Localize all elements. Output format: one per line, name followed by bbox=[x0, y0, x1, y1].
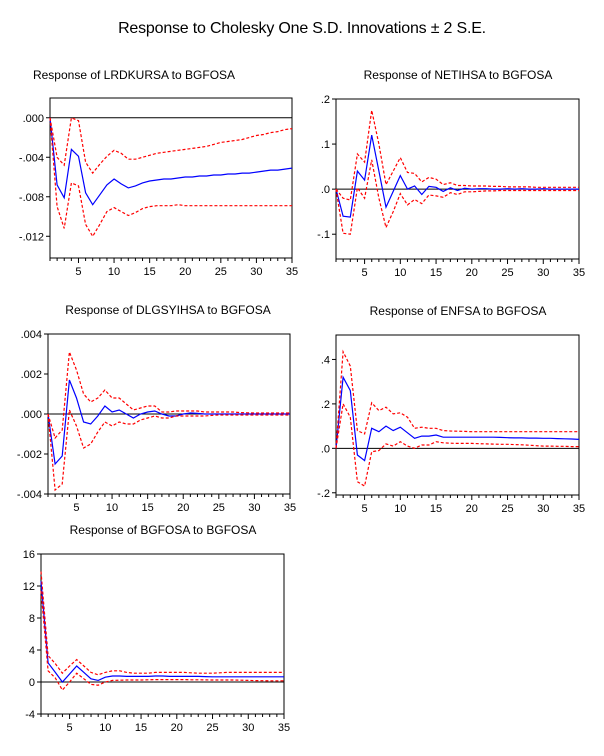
x-tick-label: 35 bbox=[573, 267, 585, 279]
x-tick-label: 30 bbox=[537, 503, 549, 515]
x-tick-label: 35 bbox=[286, 266, 298, 278]
x-tick-label: 20 bbox=[466, 503, 478, 515]
x-tick-label: 10 bbox=[394, 503, 406, 515]
upper-band-line bbox=[47, 351, 290, 440]
x-tick-label: 25 bbox=[213, 502, 225, 514]
x-tick-label: 25 bbox=[206, 722, 218, 734]
y-tick-label: -.1 bbox=[317, 229, 330, 241]
y-tick-label: -.004 bbox=[17, 489, 42, 501]
upper-band-line bbox=[335, 349, 579, 449]
x-tick-label: 30 bbox=[248, 502, 260, 514]
x-tick-label: 15 bbox=[144, 266, 156, 278]
x-tick-label: 10 bbox=[394, 267, 406, 279]
y-tick-label: 8 bbox=[29, 613, 35, 625]
x-tick-label: 35 bbox=[278, 722, 290, 734]
y-tick-label: -.002 bbox=[17, 449, 42, 461]
y-tick-label: -.004 bbox=[19, 152, 44, 164]
x-tick-label: 15 bbox=[135, 722, 147, 734]
x-tick-label: 5 bbox=[362, 267, 368, 279]
x-tick-label: 15 bbox=[142, 502, 154, 514]
lower-band-line bbox=[47, 407, 290, 492]
y-tick-label: -.012 bbox=[19, 231, 44, 243]
response-line bbox=[40, 581, 284, 683]
y-tick-label: 4 bbox=[29, 645, 35, 657]
x-tick-label: 10 bbox=[108, 266, 120, 278]
y-tick-label: 16 bbox=[23, 549, 35, 561]
y-tick-label: .0 bbox=[321, 443, 330, 455]
x-tick-label: 20 bbox=[466, 267, 478, 279]
panel-enfsa: Response of ENFSA to BGFOSA 5 10 15 20 25 30 3… bbox=[317, 304, 585, 515]
plot-frame bbox=[40, 553, 285, 715]
x-tick-label: 25 bbox=[501, 267, 513, 279]
y-tick-label: .000 bbox=[21, 409, 42, 421]
plot-frame bbox=[49, 97, 293, 259]
y-tick-label: 12 bbox=[23, 581, 35, 593]
upper-band-line bbox=[335, 110, 579, 201]
x-tick-label: 35 bbox=[284, 502, 296, 514]
panel-title: Response of DLGSYIHSA to BGFOSA bbox=[65, 303, 270, 317]
lower-band-line bbox=[335, 159, 579, 235]
x-tick-label: 25 bbox=[215, 266, 227, 278]
x-tick-label: 20 bbox=[179, 266, 191, 278]
panel-bgfosa: Response of BGFOSA to BGFOSA 5 10 15 20 25 30… bbox=[23, 523, 290, 734]
x-tick-label: 15 bbox=[430, 267, 442, 279]
upper-band-line bbox=[49, 116, 293, 175]
figure-title: Response to Cholesky One S.D. Innovation… bbox=[118, 20, 486, 37]
lower-band-line bbox=[335, 402, 579, 488]
x-tick-label: 15 bbox=[430, 503, 442, 515]
response-line bbox=[335, 375, 580, 462]
panel-title: Response of ENFSA to BGFOSA bbox=[370, 304, 547, 318]
response-line bbox=[335, 134, 579, 218]
x-tick-label: 20 bbox=[177, 502, 189, 514]
panel-title: Response of BGFOSA to BGFOSA bbox=[70, 523, 257, 537]
x-tick-label: 10 bbox=[99, 722, 111, 734]
response-line bbox=[49, 117, 293, 206]
x-tick-label: 30 bbox=[250, 266, 262, 278]
lower-band-line bbox=[40, 590, 284, 692]
x-tick-label: 25 bbox=[501, 503, 513, 515]
y-tick-label: .002 bbox=[21, 369, 42, 381]
x-tick-label: 10 bbox=[106, 502, 118, 514]
x-tick-label: 5 bbox=[75, 266, 81, 278]
panel-title: Response of LRDKURSA to BGFOSA bbox=[33, 68, 235, 82]
y-tick-label: .004 bbox=[21, 329, 42, 341]
lower-band-line bbox=[49, 117, 292, 238]
x-tick-label: 35 bbox=[573, 503, 585, 515]
x-tick-label: 20 bbox=[171, 722, 183, 734]
panel-title: Response of NETIHSA to BGFOSA bbox=[364, 68, 553, 82]
y-tick-label: -.008 bbox=[19, 192, 44, 204]
x-tick-label: 5 bbox=[362, 503, 368, 515]
x-tick-label: 30 bbox=[537, 267, 549, 279]
y-tick-label: .0 bbox=[321, 184, 330, 196]
response-line bbox=[47, 379, 290, 466]
y-tick-label: 0 bbox=[29, 677, 35, 689]
panel-lrdkursa: Response of LRDKURSA to BGFOSA 5 10 15 20 25… bbox=[19, 68, 298, 278]
y-tick-label: .2 bbox=[321, 94, 330, 106]
panel-netihsa: Response of NETIHSA to BGFOSA 5 10 15 20 25 3… bbox=[317, 68, 585, 279]
y-tick-label: .000 bbox=[23, 113, 44, 125]
y-tick-label: .1 bbox=[321, 139, 330, 151]
y-tick-label: .2 bbox=[321, 399, 330, 411]
x-tick-label: 5 bbox=[73, 502, 79, 514]
upper-band-line bbox=[40, 571, 284, 676]
plot-frame bbox=[335, 98, 580, 260]
y-tick-label: .4 bbox=[321, 354, 330, 366]
x-tick-label: 30 bbox=[242, 722, 254, 734]
y-tick-label: -.2 bbox=[317, 488, 330, 500]
panel-dlgsyihsa: Response of DLGSYIHSA to BGFOSA 5 10 15 20 2… bbox=[17, 303, 296, 514]
x-tick-label: 5 bbox=[67, 722, 73, 734]
plot-frame bbox=[335, 334, 580, 496]
y-tick-label: -4 bbox=[25, 709, 35, 721]
